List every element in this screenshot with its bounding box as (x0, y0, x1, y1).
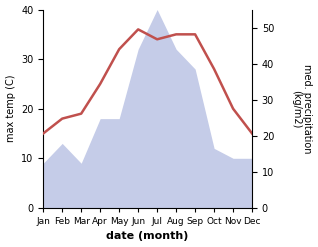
X-axis label: date (month): date (month) (107, 231, 189, 242)
Y-axis label: max temp (C): max temp (C) (5, 75, 16, 143)
Y-axis label: med. precipitation
(kg/m2): med. precipitation (kg/m2) (291, 64, 313, 153)
